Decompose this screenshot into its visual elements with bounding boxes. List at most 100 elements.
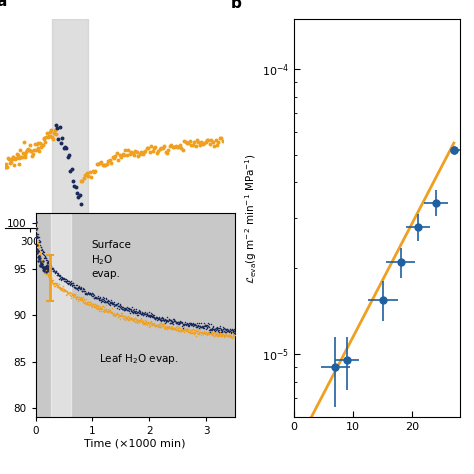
Point	[59, 275, 67, 283]
Point	[87, 301, 95, 309]
Point	[88, 289, 95, 297]
Point	[156, 321, 164, 328]
Point	[45, 264, 53, 271]
Point	[9, 153, 16, 161]
Point	[48, 278, 56, 286]
Point	[128, 314, 136, 322]
Point	[33, 224, 41, 232]
Point	[211, 328, 219, 335]
Point	[201, 328, 208, 335]
Point	[65, 279, 73, 286]
Point	[66, 280, 74, 288]
Point	[82, 295, 90, 302]
Point	[146, 318, 154, 326]
Point	[136, 316, 143, 324]
Point	[47, 265, 55, 273]
Point	[160, 317, 167, 324]
Point	[39, 262, 46, 269]
Point	[160, 316, 168, 323]
Point	[141, 316, 148, 324]
Point	[188, 141, 195, 149]
Point	[180, 320, 188, 328]
Point	[106, 308, 113, 316]
Point	[69, 177, 77, 184]
Point	[47, 274, 55, 282]
Point	[138, 316, 146, 324]
Point	[41, 268, 49, 275]
Point	[166, 142, 173, 150]
Point	[159, 322, 167, 329]
Point	[51, 269, 59, 277]
Point	[191, 329, 199, 337]
Point	[98, 296, 105, 303]
Point	[214, 325, 222, 332]
Point	[45, 261, 53, 269]
Point	[62, 278, 70, 285]
Point	[41, 263, 48, 271]
Point	[53, 124, 61, 132]
Point	[154, 314, 162, 321]
Point	[34, 245, 41, 253]
Point	[226, 331, 233, 338]
Point	[83, 291, 91, 298]
Point	[191, 328, 198, 335]
Point	[183, 320, 191, 328]
Point	[123, 307, 130, 314]
Point	[118, 305, 126, 312]
Point	[111, 301, 118, 309]
Point	[212, 324, 220, 332]
Point	[130, 308, 137, 315]
Point	[200, 324, 207, 332]
Point	[192, 332, 200, 339]
Point	[42, 255, 50, 262]
Point	[101, 161, 109, 169]
Point	[183, 320, 191, 328]
Point	[111, 311, 119, 319]
Point	[99, 307, 107, 315]
Point	[88, 292, 96, 300]
Point	[170, 325, 177, 332]
Point	[130, 316, 138, 324]
Point	[191, 321, 199, 328]
Point	[36, 139, 44, 147]
Point	[89, 291, 97, 298]
Point	[102, 301, 109, 309]
Point	[187, 319, 195, 327]
Point	[144, 319, 151, 326]
Point	[42, 266, 49, 273]
Point	[214, 326, 221, 333]
Point	[122, 314, 129, 321]
Point	[172, 318, 180, 326]
Point	[128, 316, 136, 323]
Point	[202, 329, 210, 337]
Point	[134, 309, 141, 316]
Point	[147, 312, 155, 319]
Point	[110, 311, 118, 319]
Point	[38, 260, 46, 268]
Point	[35, 246, 43, 254]
Point	[38, 260, 46, 268]
Point	[141, 310, 149, 318]
Point	[51, 126, 59, 134]
Point	[135, 309, 142, 316]
Point	[125, 305, 132, 313]
Point	[66, 277, 73, 284]
Point	[182, 320, 190, 328]
Point	[42, 264, 50, 272]
Point	[226, 332, 233, 339]
Point	[32, 218, 39, 225]
Point	[219, 332, 226, 339]
Point	[56, 271, 64, 279]
Point	[175, 326, 183, 334]
Point	[162, 317, 170, 324]
Point	[58, 284, 65, 292]
Point	[121, 305, 129, 313]
Point	[207, 329, 214, 337]
Point	[220, 328, 228, 335]
Point	[125, 146, 132, 153]
Point	[125, 306, 132, 314]
Point	[52, 280, 60, 288]
Point	[157, 323, 165, 331]
Point	[122, 305, 130, 313]
Point	[186, 137, 194, 145]
